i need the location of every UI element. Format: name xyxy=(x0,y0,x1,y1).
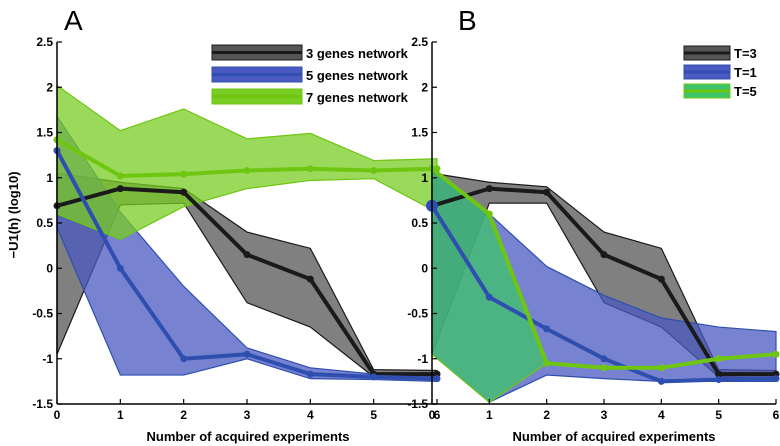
data-point xyxy=(657,364,665,372)
data-point xyxy=(543,325,551,333)
data-point xyxy=(657,275,665,283)
data-point xyxy=(180,170,188,178)
data-point xyxy=(116,264,124,272)
y-tick-label: 0 xyxy=(421,261,428,275)
data-point xyxy=(180,188,188,196)
panel-a-x-axis-label: Number of acquired experiments xyxy=(147,429,350,444)
y-tick-label: 1 xyxy=(46,171,53,185)
x-tick-label: 0 xyxy=(54,408,61,422)
y-tick-label: 2.5 xyxy=(36,35,53,49)
data-point xyxy=(772,375,780,383)
data-point xyxy=(485,185,493,193)
panel-b-letter: B xyxy=(458,5,477,36)
x-tick-label: 6 xyxy=(434,408,441,422)
legend-label: 7 genes network xyxy=(306,90,409,105)
data-point xyxy=(306,275,314,283)
data-point xyxy=(772,350,780,358)
data-point xyxy=(715,355,723,363)
data-point xyxy=(116,172,124,180)
data-point xyxy=(543,359,551,367)
legend-label: 3 genes network xyxy=(306,46,409,61)
y-tick-label: 2 xyxy=(421,80,428,94)
data-point xyxy=(600,355,608,363)
data-point xyxy=(116,185,124,193)
x-tick-label: 0 xyxy=(429,408,436,422)
data-point xyxy=(600,364,608,372)
x-tick-label: 2 xyxy=(543,408,550,422)
data-point xyxy=(180,355,188,363)
data-point xyxy=(543,188,551,196)
x-tick-label: 1 xyxy=(117,408,124,422)
data-point xyxy=(306,165,314,173)
data-point xyxy=(485,210,493,218)
y-tick-label: 0.5 xyxy=(36,216,53,230)
data-point xyxy=(657,377,665,385)
x-tick-label: 4 xyxy=(658,408,665,422)
data-point xyxy=(433,375,441,383)
panel-a-plot-area: 2.521.510.50-0.5-1-1.50 1 2 3 4 5 6 xyxy=(32,35,440,422)
y-tick-label: -0.5 xyxy=(407,307,428,321)
y-tick-label: 1.5 xyxy=(411,126,428,140)
panel-b-plot-area: 2.521.510.50-0.5-1-1.50 1 2 3 4 5 6 xyxy=(407,35,779,422)
data-point xyxy=(485,293,493,301)
y-tick-label: -1.5 xyxy=(407,397,428,411)
data-point xyxy=(306,370,314,378)
x-tick-label: 5 xyxy=(715,408,722,422)
y-tick-label: -1.5 xyxy=(32,397,53,411)
y-tick-label: -1 xyxy=(417,352,428,366)
data-point xyxy=(600,251,608,259)
panel-a-y-axis-label: −U1(h) (log10) xyxy=(6,171,21,258)
panel-b: B Number of acquired experiments 2.5 2 1.5… xyxy=(407,5,779,444)
panel-b-legend: T=3 T=1 T=5 xyxy=(683,45,757,99)
y-tick-label: 2.5 xyxy=(411,35,428,49)
x-tick-label: 5 xyxy=(370,408,377,422)
legend-label: 5 genes network xyxy=(306,68,409,83)
data-point xyxy=(243,251,251,259)
confidence-band-3 xyxy=(56,84,438,240)
legend-label: T=3 xyxy=(734,46,757,61)
y-tick-label: 2 xyxy=(46,80,53,94)
data-point xyxy=(243,350,251,358)
y-tick-label: -0.5 xyxy=(32,307,53,321)
data-point xyxy=(243,167,251,175)
panel-a: A −U1(h) (log10) Number of acquired expe… xyxy=(6,5,441,444)
x-tick-label: 3 xyxy=(601,408,608,422)
x-tick-label: 2 xyxy=(180,408,187,422)
y-tick-label: -1 xyxy=(42,352,53,366)
data-point xyxy=(715,370,723,378)
panel-a-legend: 3 genes network 5 genes network 7 genes ne… xyxy=(211,44,409,105)
y-tick-label: 0 xyxy=(46,261,53,275)
x-tick-label: 1 xyxy=(486,408,493,422)
data-point xyxy=(715,376,723,384)
x-tick-label: 4 xyxy=(307,408,314,422)
panel-a-letter: A xyxy=(64,5,83,36)
legend-label: T=5 xyxy=(734,84,757,99)
legend-label: T=1 xyxy=(734,65,757,80)
y-tick-label: 1 xyxy=(421,171,428,185)
y-tick-label: 0.5 xyxy=(411,216,428,230)
panel-b-x-axis-label: Number of acquired experiments xyxy=(513,429,716,444)
data-point xyxy=(370,167,378,175)
x-tick-label: 6 xyxy=(773,408,780,422)
data-point xyxy=(370,373,378,381)
y-tick-label: 1.5 xyxy=(36,126,53,140)
x-tick-label: 3 xyxy=(244,408,251,422)
